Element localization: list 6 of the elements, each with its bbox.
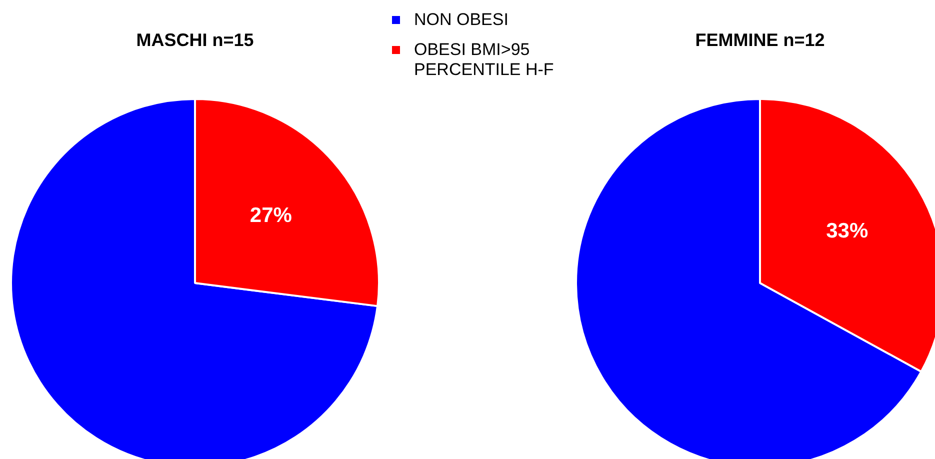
chart-title: FEMMINE n=12: [694, 30, 826, 51]
data-label: 33%: [826, 219, 868, 242]
legend-label: NON OBESI: [414, 10, 508, 30]
legend-label: OBESI BMI>95 PERCENTILE H-F: [414, 40, 555, 80]
text: MASCHI n=15: [135, 30, 255, 51]
data-label: 27%: [250, 204, 292, 227]
